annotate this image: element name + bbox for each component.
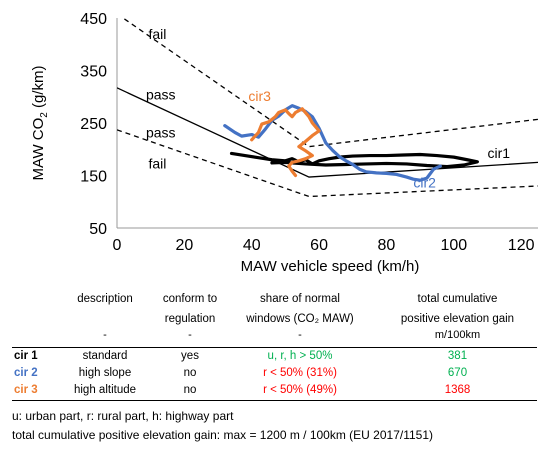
header-conform-line-2: regulation [164,313,216,325]
x-axis-label: MAW vehicle speed (km/h) [241,258,420,275]
region-label: fail [148,156,166,172]
series-label-cir3: cir3 [248,88,271,104]
note-elevation-limit: total cumulative positive elevation gain… [12,428,434,442]
header-elevation-line-1: total cumulative [417,293,498,305]
header-conform: conform to regulation [145,289,235,329]
x-tick-label: 0 [113,237,122,254]
series-label-cir2: cir2 [413,175,436,191]
row-name: cir 3 [14,384,38,396]
row-description: high altitude [73,384,137,396]
subheader-description: - [103,329,107,341]
x-tick-label: 100 [440,237,467,254]
row-share: u, r, h > 50% [267,350,333,362]
header-description-line: description [77,293,133,305]
table-row-cir2: cir 2 high slope no r < 50% (31%) 670 [0,365,550,382]
header-elevation: total cumulative positive elevation gain [380,289,535,329]
region-label: fail [148,26,166,42]
table-rule [12,347,537,348]
row-share: r < 50% (49%) [263,384,337,396]
subheader-share: - [298,329,302,341]
co2-speed-chart: 50 150 250 350 450 0 20 40 60 80 100 120 MAW vehicle… [30,11,538,275]
row-name: cir 1 [14,350,38,362]
notes: u: urban part, r: rural part, h: highway… [12,407,433,445]
row-conform: yes [181,350,199,362]
row-description: high slope [78,367,132,379]
header-share-line-2: windows (CO₂ MAW) [246,313,354,325]
y-axis-label: MAW CO2 (g/km) [30,65,50,180]
row-elevation: 381 [447,350,468,362]
subheader-conform: - [188,329,192,341]
region-label: pass [146,86,176,102]
x-tick-label: 80 [378,237,396,254]
header-share-line-1: share of normal [260,293,340,305]
header-conform-line-1: conform to [162,293,218,305]
row-elevation: 1368 [444,384,471,396]
series-label-cir1: cir1 [487,145,510,161]
row-name: cir 2 [14,367,38,379]
table-row-cir3: cir 3 high altitude no r < 50% (49%) 136… [0,382,550,399]
y-tick-label: 250 [80,116,107,133]
x-tick-label: 60 [310,237,328,254]
limit-line-1 [121,18,538,148]
header-elevation-line-2: positive elevation gain [400,313,515,325]
x-tick-label: 40 [243,237,261,254]
limit-line-3 [117,129,538,198]
series-line-cir3 [250,107,321,178]
row-share: r < 50% (31%) [263,367,337,379]
y-tick-label: 450 [80,11,107,28]
x-tick-label: 120 [508,237,535,254]
y-tick-label: 50 [89,221,107,238]
x-tick-label: 20 [175,237,193,254]
row-conform: no [183,384,197,396]
region-label: pass [146,125,176,141]
header-description: description [60,289,150,309]
limit-line-2 [117,87,538,178]
row-description: standard [82,350,128,362]
row-conform: no [183,367,197,379]
note-abbreviations: u: urban part, r: rural part, h: highway… [12,409,234,423]
y-tick-label: 350 [80,64,107,81]
subheader-elevation: m/100km [434,329,481,341]
y-tick-label: 150 [80,169,107,186]
row-elevation: 670 [447,367,468,379]
series-line-cir1 [229,151,479,169]
header-share: share of normal windows (CO₂ MAW) [230,289,370,329]
series-line-cir2 [223,104,442,182]
table-row-cir1: cir 1 standard yes u, r, h > 50% 381 [0,348,550,365]
table-rule-bottom [12,400,537,401]
